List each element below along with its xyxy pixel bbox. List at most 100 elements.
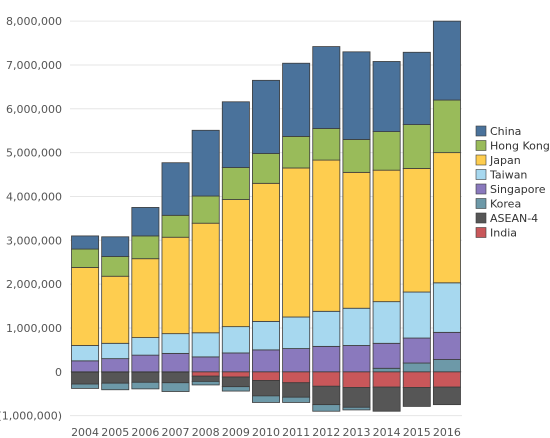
y-tick-label: 6,000,000 bbox=[6, 103, 62, 116]
x-tick-label: 2015 bbox=[403, 426, 431, 438]
bar-china-2007 bbox=[161, 162, 190, 216]
bar-china-2016 bbox=[432, 20, 461, 101]
bar-asean-4-2016 bbox=[432, 386, 461, 406]
bar-hong-kong-2016 bbox=[432, 99, 461, 154]
legend-swatch-japan bbox=[475, 154, 487, 166]
bar-taiwan-2014 bbox=[372, 301, 401, 344]
x-tick-label: 2013 bbox=[342, 426, 370, 438]
legend-label: China bbox=[490, 125, 521, 138]
bar-taiwan-2005 bbox=[101, 342, 130, 360]
bar-asean-4-2011 bbox=[282, 382, 311, 398]
bar-japan-2005 bbox=[101, 275, 130, 344]
bar-singapore-2011 bbox=[282, 348, 311, 373]
bar-korea-2012 bbox=[312, 404, 341, 412]
bar-hong-kong-2010 bbox=[252, 153, 280, 184]
bar-japan-2004 bbox=[71, 267, 100, 346]
bar-china-2012 bbox=[312, 46, 341, 129]
bar-china-2004 bbox=[71, 235, 100, 250]
bar-hong-kong-2005 bbox=[101, 256, 130, 277]
bar-korea-2010 bbox=[252, 395, 280, 403]
bar-asean-4-2010 bbox=[252, 380, 280, 397]
bar-india-2012 bbox=[312, 371, 341, 387]
bar-asean-4-2004 bbox=[71, 371, 100, 385]
bar-korea-2009 bbox=[221, 386, 250, 392]
bar-korea-2008 bbox=[191, 381, 220, 386]
bar-hong-kong-2007 bbox=[161, 214, 190, 238]
bar-singapore-2004 bbox=[71, 360, 100, 373]
bar-china-2009 bbox=[221, 101, 250, 168]
bar-singapore-2015 bbox=[402, 337, 431, 364]
bar-asean-4-2012 bbox=[312, 385, 341, 406]
bar-india-2009 bbox=[221, 371, 250, 378]
bar-singapore-2005 bbox=[101, 358, 130, 373]
bar-taiwan-2009 bbox=[221, 326, 250, 354]
bar-taiwan-2015 bbox=[402, 291, 431, 339]
y-tick-label: 0 bbox=[55, 366, 62, 379]
bar-korea-2004 bbox=[71, 383, 100, 389]
bar-india-2013 bbox=[342, 371, 371, 388]
legend-swatch-hong-kong bbox=[475, 140, 487, 151]
bar-korea-2014 bbox=[372, 367, 401, 373]
bar-hong-kong-2009 bbox=[221, 167, 250, 200]
legend-swatch-china bbox=[475, 125, 487, 137]
bar-china-2011 bbox=[282, 62, 311, 137]
x-tick-label: 2011 bbox=[282, 426, 310, 438]
bar-hong-kong-2015 bbox=[402, 124, 431, 169]
bar-japan-2006 bbox=[131, 258, 160, 339]
bar-india-2011 bbox=[282, 371, 311, 384]
bar-china-2015 bbox=[402, 51, 431, 125]
x-axis: 2004 2005 2006 2007 2008 2009 2010 2011 2012 2013… bbox=[71, 426, 461, 438]
bar-taiwan-2011 bbox=[282, 316, 311, 349]
y-tick-label: 3,000,000 bbox=[6, 234, 62, 247]
x-tick-label: 2008 bbox=[192, 426, 220, 438]
bar-asean-4-2005 bbox=[101, 371, 130, 384]
x-tick-label: 2007 bbox=[162, 426, 190, 438]
bar-singapore-2009 bbox=[221, 352, 250, 373]
y-tick-label: 5,000,000 bbox=[6, 147, 62, 160]
bar-taiwan-2013 bbox=[342, 307, 371, 346]
bar-singapore-2007 bbox=[161, 352, 190, 373]
x-tick-label: 2005 bbox=[101, 426, 129, 438]
bar-asean-4-2014 bbox=[372, 386, 401, 412]
bar-asean-4-2013 bbox=[342, 387, 371, 408]
bar-singapore-2016 bbox=[432, 331, 461, 360]
y-tick-label: 1,000,000 bbox=[6, 322, 62, 335]
x-tick-label: 2009 bbox=[222, 426, 250, 438]
y-axis: (1,000,000) 0 1,000,000 2,000,000 3,000,000 4… bbox=[0, 15, 62, 422]
bar-india-2010 bbox=[252, 371, 280, 381]
bar-hong-kong-2013 bbox=[342, 139, 371, 173]
bar-korea-2011 bbox=[282, 396, 311, 403]
bar-asean-4-2006 bbox=[131, 371, 160, 383]
bar-singapore-2012 bbox=[312, 345, 341, 373]
x-tick-label: 2012 bbox=[312, 426, 340, 438]
bar-hong-kong-2014 bbox=[372, 131, 401, 171]
x-tick-label: 2006 bbox=[131, 426, 159, 438]
bar-japan-2013 bbox=[342, 171, 371, 309]
bar-korea-2015 bbox=[402, 362, 431, 373]
bar-hong-kong-2006 bbox=[131, 235, 160, 260]
bar-singapore-2008 bbox=[191, 356, 220, 373]
bar-japan-2010 bbox=[252, 182, 280, 322]
bar-hong-kong-2008 bbox=[191, 195, 220, 224]
bar-india-2016 bbox=[432, 371, 461, 388]
bar-japan-2009 bbox=[221, 199, 250, 328]
bar-singapore-2014 bbox=[372, 342, 401, 369]
bar-taiwan-2016 bbox=[432, 282, 461, 333]
bar-japan-2016 bbox=[432, 152, 461, 284]
bar-asean-4-2007 bbox=[161, 371, 190, 384]
bar-asean-4-2008 bbox=[191, 375, 220, 382]
bars bbox=[71, 20, 461, 412]
legend-label: Japan bbox=[489, 154, 521, 167]
x-tick-label: 2004 bbox=[71, 426, 99, 438]
y-tick-label: (1,000,000) bbox=[0, 410, 62, 423]
bar-korea-2007 bbox=[161, 382, 190, 392]
bar-china-2008 bbox=[191, 129, 220, 197]
bar-taiwan-2012 bbox=[312, 310, 341, 347]
legend-label: ASEAN-4 bbox=[490, 212, 538, 225]
bar-india-2015 bbox=[402, 371, 431, 388]
legend-swatch-korea bbox=[475, 198, 487, 209]
bar-hong-kong-2012 bbox=[312, 128, 341, 161]
x-tick-label: 2016 bbox=[433, 426, 461, 438]
